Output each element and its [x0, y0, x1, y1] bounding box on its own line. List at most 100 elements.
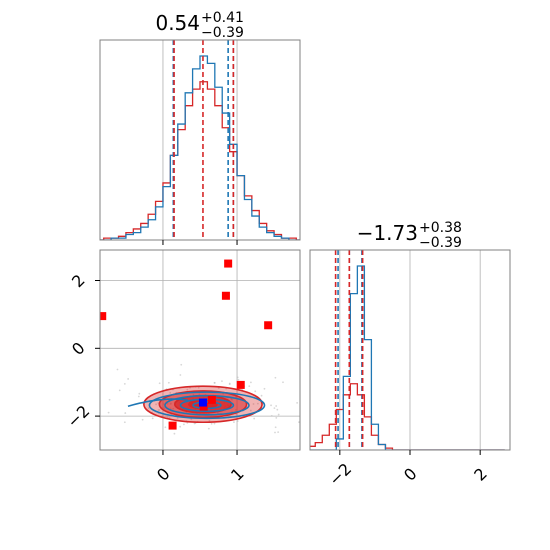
joint-sample-point [253, 417, 256, 420]
hist-1-ticks [162, 240, 238, 245]
joint-sample-point [213, 422, 216, 425]
hist-2-grid [339, 250, 481, 450]
hist-panel-param-1: 0.54 +0.41 −0.39 [99, 10, 301, 245]
joint-marker-red-1 [224, 259, 233, 268]
joint-sample-point [277, 413, 280, 416]
joint-sample-point [256, 402, 259, 405]
joint-marker-red-6 [199, 402, 208, 411]
param-2-hist-red [310, 383, 505, 450]
joint-sample-point [296, 401, 299, 404]
joint-sample-point [127, 378, 130, 380]
joint-sample-point [237, 378, 240, 381]
joint-sample-point [124, 412, 127, 414]
joint-sample-point [176, 417, 179, 419]
title-param-2-minus: −0.39 [419, 235, 462, 251]
joint-sample-point [167, 381, 170, 384]
joint-sample-point [274, 431, 276, 434]
joint-sample-point [210, 422, 213, 425]
param-1-hist-red [100, 81, 300, 240]
joint-sample-point [276, 408, 279, 411]
joint-sample-point [263, 387, 266, 390]
joint-sample-point [221, 380, 223, 383]
title-param-2-median: −1.73 [357, 221, 418, 245]
joint-sample-point [164, 426, 167, 429]
joint-ytick-label-1: 0 [68, 338, 89, 359]
title-param-1-minus: −0.39 [201, 25, 244, 41]
joint-contours [127, 385, 266, 424]
joint-sample-point [118, 389, 121, 392]
hist-panel-param-2: −2 0 2 −1.73 +0.38 −0.39 [309, 220, 511, 489]
param-1-hist-blue [100, 55, 300, 240]
joint-sample-point [179, 425, 182, 428]
hist-2-steps [310, 265, 505, 450]
joint-sample-point [249, 381, 252, 384]
joint-sample-point [208, 419, 211, 422]
hist-1-frame [99, 39, 301, 241]
joint-sample-point [275, 405, 278, 407]
title-param-1-plus: +0.41 [201, 10, 244, 26]
joint-sample-point [173, 432, 176, 435]
joint-sample-point [213, 381, 216, 384]
joint-sample-point [108, 398, 111, 401]
title-param-1-median: 0.54 [155, 11, 200, 35]
joint-sample-point [138, 392, 141, 395]
joint-sample-point [155, 403, 157, 406]
param-2-xtick-label-0: −2 [325, 459, 355, 489]
joint-sample-point [233, 421, 235, 424]
joint-frame [99, 249, 301, 451]
param-2-xtick-label-1: 0 [400, 464, 421, 485]
joint-sample-point [123, 421, 126, 424]
joint-sample-point [249, 409, 252, 412]
joint-sample-point [169, 391, 172, 394]
joint-sample-point [248, 385, 251, 388]
joint-sample-point [254, 390, 257, 393]
joint-sample-point [277, 431, 280, 434]
joint-sample-point [151, 417, 154, 420]
joint-sample-point [273, 407, 276, 410]
joint-marker-red-3 [264, 321, 273, 330]
joint-sample-point [179, 374, 182, 376]
joint-grid [100, 250, 300, 450]
joint-sample-point [275, 416, 278, 419]
joint-marker-red-5 [207, 395, 216, 404]
joint-contour-blue-1 [164, 394, 250, 416]
joint-xtick-label-1: 1 [227, 464, 248, 485]
joint-marker-red-7 [168, 421, 177, 430]
joint-sample-point [298, 421, 300, 423]
joint-sample-point [282, 381, 284, 384]
joint-sample-point [141, 418, 144, 421]
joint-sample-point [274, 376, 277, 379]
joint-contour-blue-tail [127, 398, 189, 408]
joint-sample-point [228, 382, 231, 385]
hist-1-quantile-lines [172, 40, 235, 240]
joint-markers [100, 259, 273, 430]
joint-y-ticks: −2 0 2 [63, 271, 100, 432]
joint-sample-point [207, 427, 210, 430]
joint-marker-red-0 [100, 312, 107, 321]
joint-marker-red-4 [236, 380, 245, 389]
param-2-xtick-label-2: 2 [470, 464, 491, 485]
joint-ytick-label-2: 2 [68, 271, 89, 292]
joint-sample-point [90, 445, 92, 447]
hist-2-quantile-lines [334, 250, 364, 450]
joint-sample-point [252, 403, 255, 405]
joint-xtick-label-0: 0 [153, 464, 174, 485]
joint-sample-point [235, 413, 238, 416]
joint-sample-point [123, 382, 126, 385]
joint-sample-point [107, 411, 110, 414]
joint-sample-point [180, 363, 183, 366]
joint-contour-blue-0 [148, 391, 266, 420]
joint-sample-point [190, 418, 193, 421]
joint-sample-point [137, 395, 140, 398]
joint-sample-point [260, 394, 263, 397]
param-2-hist-blue [310, 265, 505, 450]
joint-sample-point [236, 376, 239, 379]
hist-2-ticks: −2 0 2 [325, 450, 491, 489]
joint-marker-red-2 [221, 291, 230, 300]
title-param-2-plus: +0.38 [419, 220, 462, 236]
joint-sample-point [217, 387, 220, 390]
joint-sample-point [147, 407, 150, 410]
joint-ytick-label-0: −2 [63, 401, 93, 431]
